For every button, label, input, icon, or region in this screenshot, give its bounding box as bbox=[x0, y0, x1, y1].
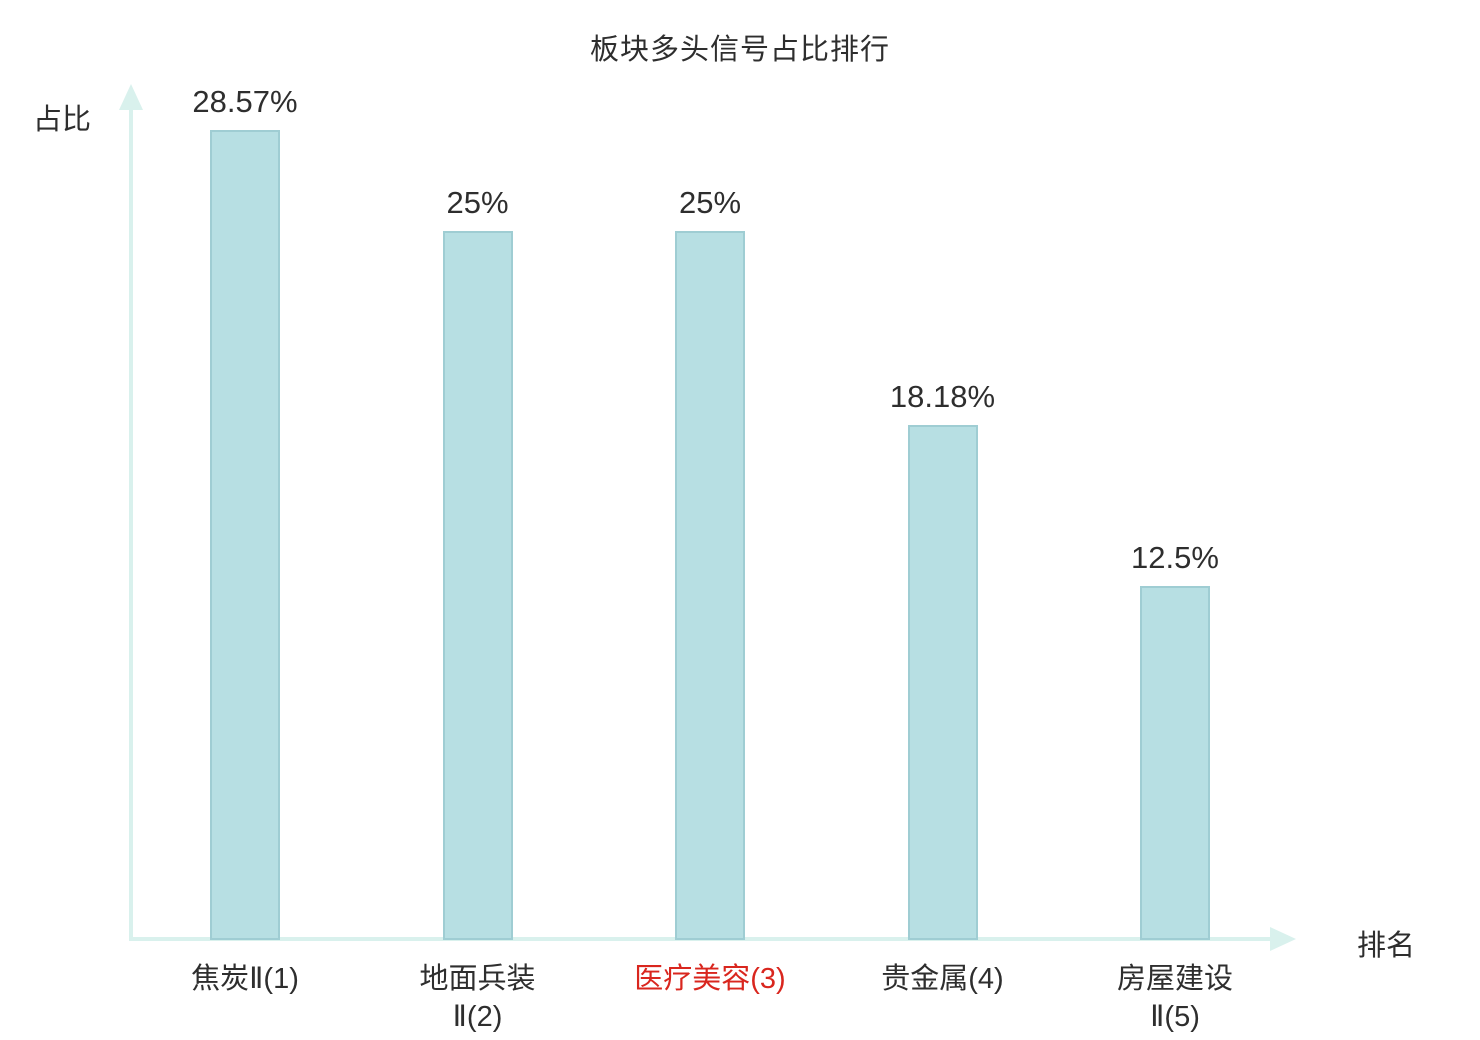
bar-3 bbox=[675, 231, 745, 940]
category-label-2: 地面兵装 Ⅱ(2) bbox=[419, 963, 536, 1033]
bar-2 bbox=[442, 231, 513, 940]
x-axis-label: 排名 bbox=[1357, 930, 1416, 962]
category-label-5: 房屋建设 Ⅱ(5) bbox=[1116, 963, 1234, 1033]
x-axis-arrow-icon bbox=[1270, 927, 1296, 951]
value-label-4: 18.18% bbox=[889, 378, 996, 414]
value-label-2: 25% bbox=[446, 185, 509, 221]
y-axis-label: 占比 bbox=[33, 104, 92, 136]
category-label-3: 医疗美容(3) bbox=[634, 963, 786, 995]
bar-5 bbox=[1140, 585, 1210, 940]
value-label-5: 12.5% bbox=[1131, 539, 1219, 575]
category-label-4: 贵金属(4) bbox=[881, 963, 1004, 995]
bar-4 bbox=[907, 424, 978, 940]
chart-title: 板块多头信号占比排行 bbox=[589, 34, 890, 66]
bar-1 bbox=[210, 130, 280, 940]
y-axis-arrow-icon bbox=[119, 84, 143, 110]
value-label-1: 28.57% bbox=[192, 84, 298, 119]
value-label-3: 25% bbox=[678, 185, 742, 221]
category-label-1: 焦炭Ⅱ(1) bbox=[191, 963, 299, 995]
